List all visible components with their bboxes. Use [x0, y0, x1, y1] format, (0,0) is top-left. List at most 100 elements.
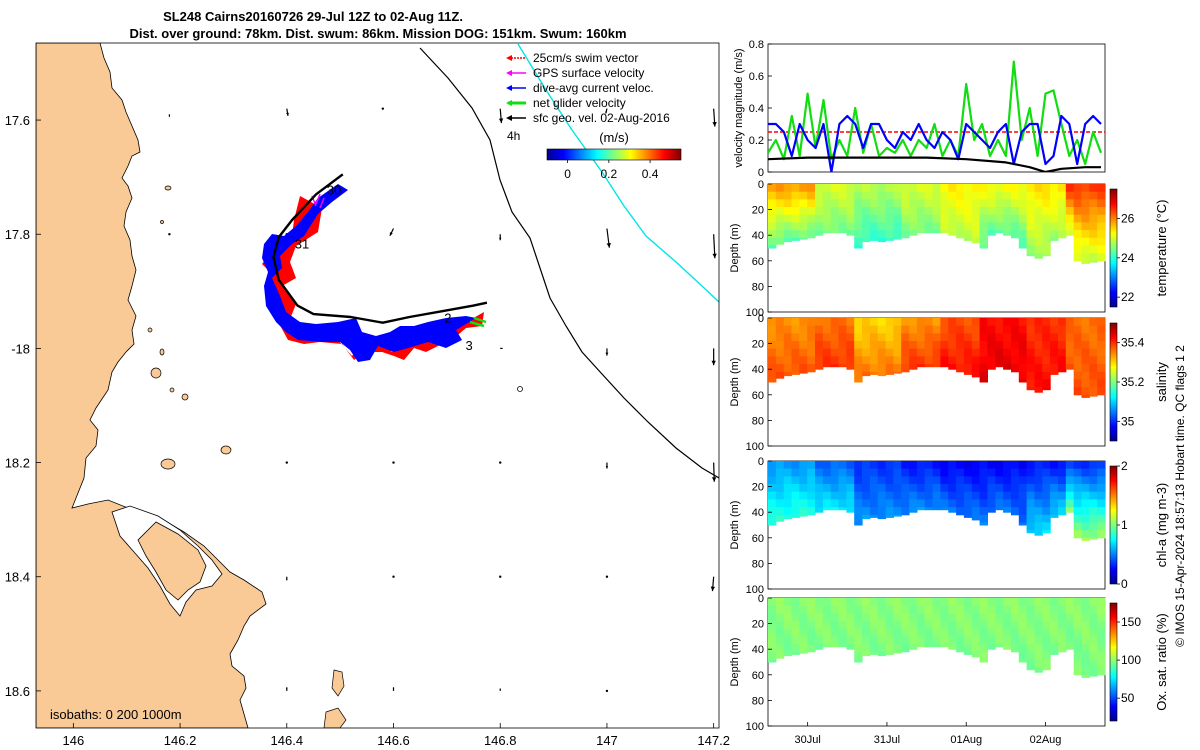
heatmap-cell [775, 507, 785, 516]
heatmap-cell [775, 514, 785, 522]
heatmap-cell [1034, 348, 1043, 357]
heatmap-cell [979, 514, 988, 523]
heatmap-cell [1065, 341, 1075, 350]
heatmap-cell [1034, 468, 1043, 477]
geo-arrow [285, 461, 288, 464]
heatmap-cell [815, 605, 824, 614]
heatmap-cell [995, 356, 1004, 365]
heatmap-cell [963, 598, 973, 607]
heatmap-cell [987, 191, 996, 200]
map-x-tick-label: 146.4 [271, 733, 304, 748]
heatmap-cell [822, 356, 832, 365]
heatmap-cell [815, 644, 824, 650]
heatmap-cell [956, 484, 965, 493]
geo-arrow-head [392, 687, 395, 689]
heatmap-cell [1034, 356, 1043, 365]
heatmap-cell [1073, 613, 1083, 622]
heatmap-cell [1042, 341, 1051, 350]
heatmap-cell [901, 184, 910, 193]
heatmap-cell [987, 468, 996, 477]
heatmap-cell [807, 199, 816, 208]
heatmap-cell [791, 621, 800, 630]
heatmap-cell [924, 191, 934, 200]
heatmap-cell [854, 514, 863, 523]
heatmap-cell [979, 644, 988, 653]
heatmap-cell [940, 318, 949, 327]
heatmap-cell [893, 598, 902, 607]
time-x-tick-label: 02Aug [1030, 734, 1062, 746]
heatmap-cell [956, 613, 965, 622]
heatmap-cell [987, 184, 996, 193]
heatmap-cell [877, 348, 887, 357]
heatmap-y-tick-label: 60 [752, 670, 764, 682]
heatmap-cell [1003, 325, 1012, 334]
heatmap-cell [1011, 605, 1020, 614]
heatmap-cell [1011, 214, 1020, 223]
heatmap-cell [1073, 379, 1083, 388]
heatmap-cell [854, 222, 863, 231]
heatmap-cell [963, 507, 973, 516]
heatmap-cell [854, 484, 863, 493]
heatmap-cell [783, 214, 793, 223]
heatmap-cell [893, 613, 902, 622]
heatmap-colorbar-tick-label: 35 [1121, 414, 1135, 428]
heatmap-cell [783, 499, 793, 508]
heatmap-cell [948, 364, 957, 370]
heatmap-cell [987, 484, 996, 493]
heatmap-cell [1018, 184, 1028, 193]
heatmap-cell [909, 184, 918, 193]
heatmap-cell [901, 621, 910, 630]
heatmap-cell [940, 333, 949, 342]
heatmap-cell [909, 491, 918, 500]
heatmap-cell [995, 507, 1004, 511]
heatmap-cell [1034, 507, 1043, 516]
heatmap-cell [838, 348, 847, 357]
heatmap-cell [1097, 628, 1106, 637]
heatmap-cell [791, 341, 800, 350]
heatmap-cell [768, 628, 777, 637]
heatmap-cell [1089, 507, 1098, 516]
heatmap-cell [783, 222, 793, 231]
heatmap-cell [862, 348, 871, 357]
heatmap-cell [1089, 484, 1098, 493]
heatmap-cell [846, 214, 855, 223]
heatmap-cell [1011, 199, 1020, 208]
heatmap-cell [783, 636, 793, 645]
heatmap-cell [979, 341, 988, 350]
heatmap-cell [1058, 348, 1067, 357]
heatmap-cell [822, 476, 832, 485]
heatmap-cell [846, 507, 855, 513]
heatmap-cell [1089, 621, 1098, 630]
heatmap-cell [932, 191, 941, 200]
heatmap-cell [1018, 613, 1028, 622]
heatmap-cell [885, 468, 894, 477]
heatmap-y-tick-label: 60 [752, 390, 764, 402]
heatmap-cell [854, 636, 863, 645]
heatmap-cell [854, 628, 863, 637]
heatmap-cell [885, 598, 894, 607]
heatmap-cell [979, 499, 988, 508]
heatmap-cell [979, 356, 988, 365]
heatmap-cell [768, 636, 777, 645]
heatmap-cell [830, 325, 840, 334]
heatmap-cell [846, 644, 855, 650]
heatmap-cell [1073, 644, 1083, 653]
legend-item: GPS surface velocity [506, 66, 644, 80]
heatmap-cell [1026, 530, 1035, 534]
heatmap-cell [885, 184, 894, 193]
heatmap-cell [1073, 325, 1083, 334]
heatmap-cell [1034, 230, 1043, 239]
heatmap-cell [877, 491, 887, 500]
heatmap-cell [838, 333, 847, 342]
heatmap-cell [948, 207, 957, 216]
heatmap-cell [932, 356, 941, 365]
heatmap-cell [940, 628, 949, 637]
heatmap-cell [940, 214, 949, 223]
heatmap-cell [893, 461, 902, 470]
heatmap-cell [799, 507, 808, 516]
heatmap-cell [822, 644, 832, 648]
heatmap-cell [799, 484, 808, 493]
heatmap-cell [971, 468, 981, 477]
heatmap-cell [791, 222, 800, 231]
heatmap-cell [963, 499, 973, 508]
